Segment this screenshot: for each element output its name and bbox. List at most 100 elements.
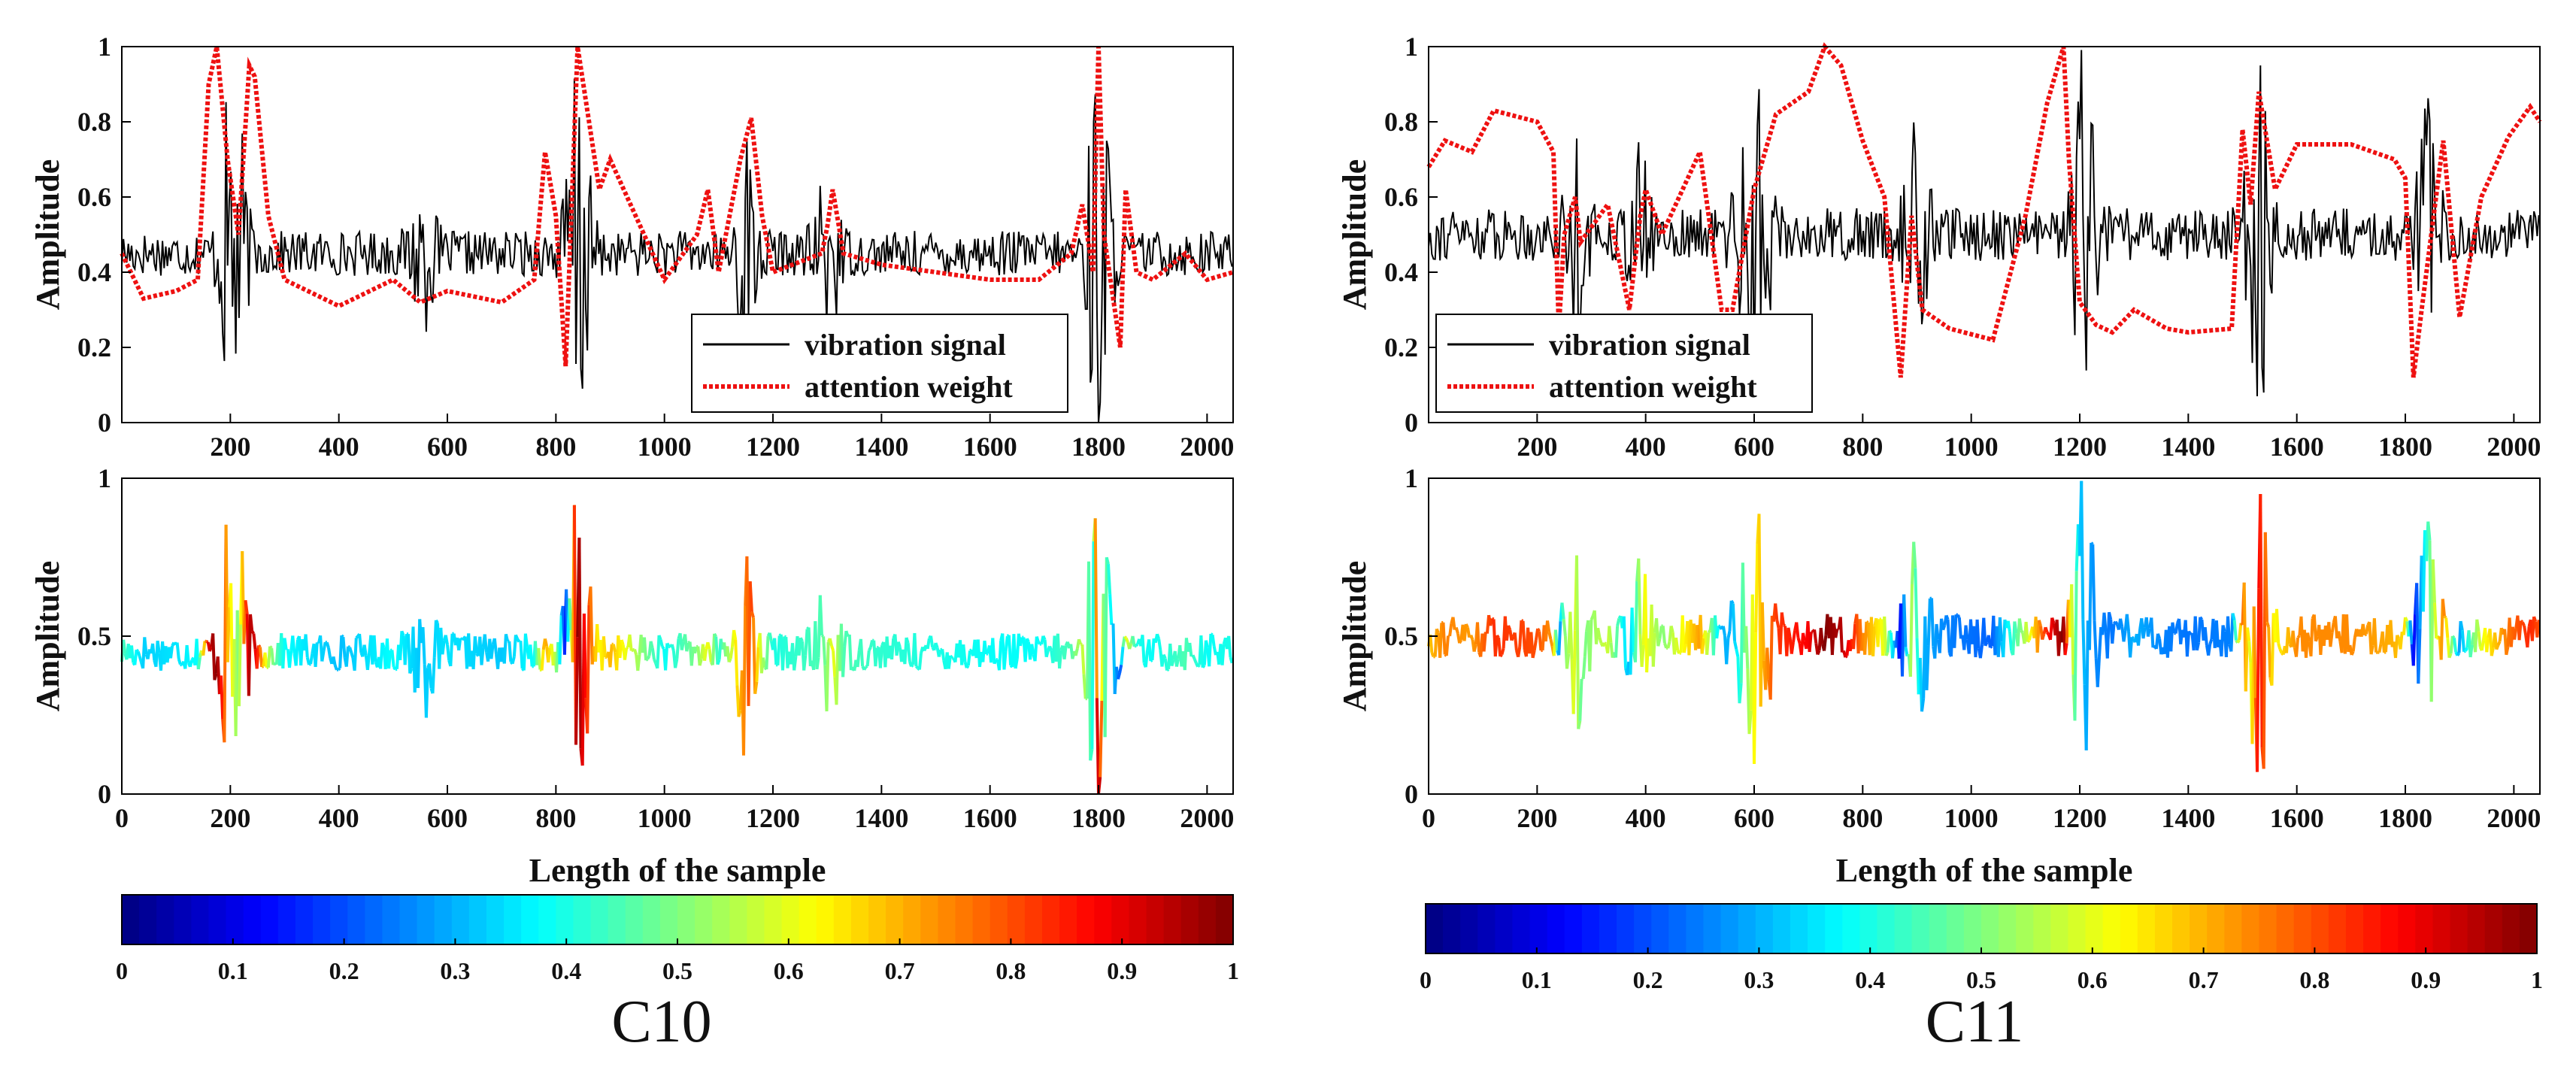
colored-signal-segment bbox=[1035, 636, 1040, 643]
attention-weight-line bbox=[120, 46, 1234, 367]
colorbar-tick-label: 0.5 bbox=[1966, 966, 1996, 993]
c11-top-yticks: 0 0.2 0.4 0.6 0.8 1 bbox=[1384, 32, 1438, 438]
c10-bottom-plot bbox=[120, 505, 1234, 795]
colored-signal-segment bbox=[2535, 620, 2541, 638]
colored-signal-segment bbox=[2372, 618, 2378, 653]
c10-bottom-frame bbox=[121, 477, 1234, 795]
x-tick-label: 800 bbox=[535, 803, 576, 833]
colored-signal-segment bbox=[1700, 638, 1705, 654]
colorbar-cell bbox=[277, 895, 296, 944]
colored-signal-segment bbox=[2105, 612, 2111, 659]
colored-signal-segment bbox=[2350, 650, 2355, 656]
colored-signal-segment bbox=[1044, 650, 1050, 658]
colored-signal-segment bbox=[2246, 627, 2251, 641]
colored-signal-segment bbox=[1472, 644, 1477, 653]
colorbar-cell bbox=[1825, 904, 1844, 953]
colorbar-cell bbox=[347, 895, 366, 944]
colored-signal-segment bbox=[1989, 644, 1993, 649]
colorbar-cell bbox=[781, 895, 800, 944]
x-tick-label: 1600 bbox=[963, 803, 1017, 833]
colored-signal-segment bbox=[1780, 612, 1785, 626]
colorbar-tick-label: 1 bbox=[2531, 966, 2543, 993]
colored-signal-segment bbox=[1014, 658, 1019, 669]
y-tick-label: 0.2 bbox=[77, 332, 111, 362]
colored-signal-segment bbox=[1953, 614, 1958, 648]
colored-signal-segment bbox=[333, 664, 338, 671]
colored-signal-segment bbox=[151, 643, 156, 661]
colored-signal-segment bbox=[1733, 641, 1738, 650]
colored-signal-segment bbox=[1753, 632, 1758, 764]
colorbar-cell bbox=[451, 895, 470, 944]
colored-signal-segment bbox=[529, 644, 534, 667]
colored-signal-segment bbox=[941, 649, 946, 661]
colored-signal-segment bbox=[1532, 639, 1538, 651]
colored-signal-segment bbox=[1458, 639, 1463, 644]
colored-signal-segment bbox=[1077, 638, 1083, 645]
colored-signal-segment bbox=[646, 655, 651, 660]
colored-signal-segment bbox=[2468, 644, 2474, 658]
colored-signal-segment bbox=[2024, 621, 2029, 642]
colored-signal-segment bbox=[2195, 641, 2201, 651]
vibration-signal-line bbox=[1428, 50, 2540, 397]
colored-signal-segment bbox=[2404, 617, 2409, 623]
colorbar-cell bbox=[1564, 904, 1583, 953]
colored-signal-segment bbox=[841, 646, 847, 677]
y-tick-label: 1 bbox=[98, 463, 111, 493]
colored-signal-segment bbox=[327, 647, 332, 659]
colored-signal-segment bbox=[1157, 638, 1162, 650]
colored-signal-segment bbox=[304, 634, 309, 658]
colored-signal-segment bbox=[2459, 620, 2464, 631]
colored-signal-segment bbox=[1210, 632, 1214, 636]
colored-signal-segment bbox=[1796, 637, 1802, 644]
colored-signal-segment bbox=[2451, 635, 2456, 639]
c11-bottom-axes: 00.51 0 200 400 600 800 1000 1200 1400 1600 1800 2… bbox=[1336, 463, 2541, 889]
y-tick-label: 0 bbox=[1405, 779, 1418, 809]
colorbar-cell bbox=[1495, 904, 1514, 953]
c11-bottom-yticks: 00.51 bbox=[1384, 463, 1438, 809]
y-tick-label: 0 bbox=[98, 779, 111, 809]
colored-signal-segment bbox=[1118, 664, 1123, 674]
colored-signal-segment bbox=[2377, 643, 2383, 653]
colored-signal-segment bbox=[226, 607, 231, 662]
colored-signal-segment bbox=[540, 649, 545, 671]
colored-signal-segment bbox=[446, 644, 451, 661]
colored-signal-segment bbox=[643, 637, 648, 661]
colorbar-cell bbox=[1755, 904, 1774, 953]
colored-signal-segment bbox=[2495, 644, 2500, 650]
colored-signal-segment bbox=[2447, 653, 2453, 659]
c11-top-plot bbox=[1426, 42, 2542, 397]
colored-signal-segment bbox=[1816, 650, 1821, 656]
colored-signal-segment bbox=[1007, 635, 1013, 665]
colorbar-cell bbox=[833, 895, 852, 944]
c11-colorbar-cells bbox=[1426, 904, 2538, 953]
colored-signal-segment bbox=[2137, 629, 2142, 646]
colored-signal-segment bbox=[1787, 627, 1792, 638]
colored-signal-segment bbox=[859, 638, 865, 667]
y-tick-label: 0.4 bbox=[77, 257, 111, 287]
colored-signal-segment bbox=[991, 638, 996, 664]
colorbar-cell bbox=[1007, 895, 1026, 944]
colored-signal-segment bbox=[362, 644, 368, 656]
colored-signal-segment bbox=[424, 668, 429, 718]
c10-colorbar-ticks: 0 0.1 0.2 0.3 0.4 0.5 0.6 0.7 0.8 0.9 1 bbox=[116, 938, 1239, 984]
colorbar-cell bbox=[903, 895, 922, 944]
colorbar-cell bbox=[1772, 904, 1791, 953]
colored-signal-segment bbox=[2063, 643, 2068, 656]
colorbar-cell bbox=[295, 895, 314, 944]
colored-signal-segment bbox=[1156, 633, 1160, 640]
colored-signal-segment bbox=[983, 640, 988, 655]
colored-signal-segment bbox=[1448, 623, 1453, 637]
colorbar-cell bbox=[330, 895, 349, 944]
colored-signal-segment bbox=[1941, 625, 1947, 631]
colored-signal-segment bbox=[291, 635, 296, 654]
colored-signal-segment bbox=[387, 650, 392, 669]
colored-signal-segment bbox=[792, 656, 798, 671]
colored-signal-segment bbox=[1227, 635, 1232, 658]
colored-signal-segment bbox=[512, 635, 517, 657]
colored-signal-segment bbox=[543, 638, 549, 647]
colored-signal-segment bbox=[2102, 612, 2108, 632]
colorbar-cell bbox=[1842, 904, 1861, 953]
colored-signal-segment bbox=[1562, 619, 1567, 637]
colored-signal-segment bbox=[2426, 521, 2432, 541]
y-tick-label: 0.5 bbox=[77, 621, 111, 651]
